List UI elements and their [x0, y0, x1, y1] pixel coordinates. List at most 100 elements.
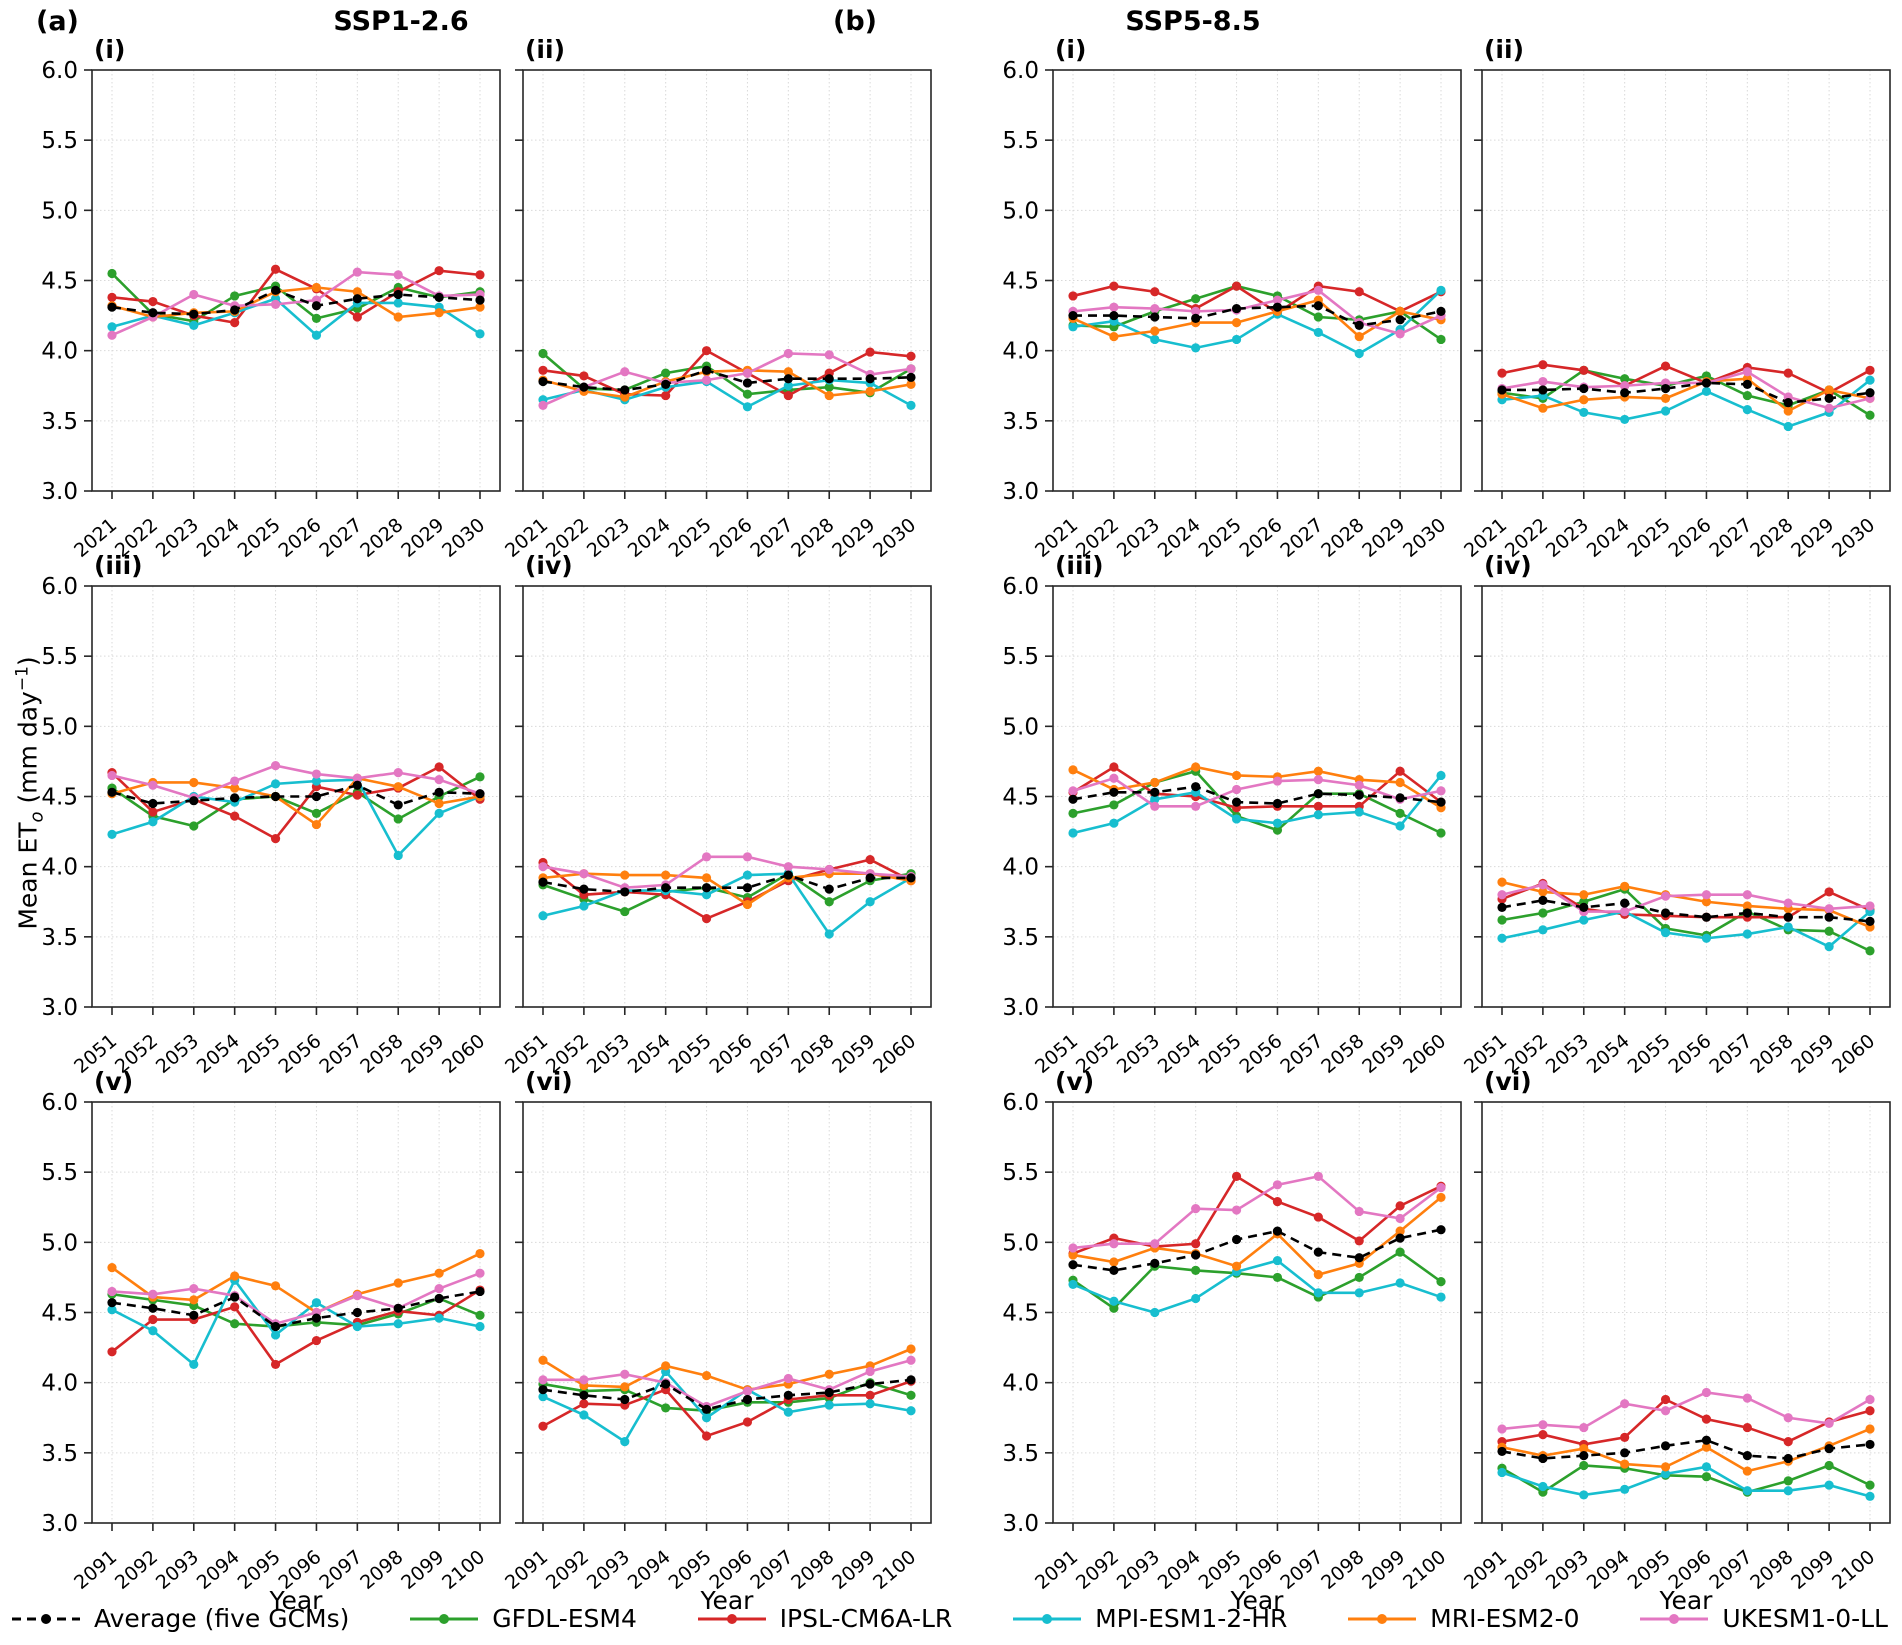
- series-marker-average: [148, 798, 158, 809]
- x-tick-label: 2091: [1031, 1546, 1082, 1594]
- series-marker-ipsl: [579, 1399, 589, 1409]
- series-marker-ukesm: [742, 368, 753, 378]
- series-line-ukesm: [1501, 1391, 1871, 1431]
- series-marker-average: [783, 1390, 793, 1400]
- x-tick-label: 2056: [274, 1030, 325, 1078]
- series-marker-average: [1150, 787, 1160, 797]
- x-tick-label: 2058: [1317, 1030, 1368, 1078]
- series-marker-average: [270, 791, 281, 802]
- series-marker-ipsl: [661, 390, 671, 401]
- series-marker-mri: [1354, 332, 1364, 342]
- series-marker-ukesm: [270, 299, 281, 309]
- series-marker-mpi: [1313, 327, 1323, 338]
- series-marker-average: [865, 374, 875, 384]
- column-title-ssp585: SSP5-8.5: [1125, 6, 1261, 37]
- series-marker-ipsl: [1109, 281, 1119, 291]
- series-marker-average: [475, 1286, 485, 1297]
- series-line-gfdl: [1501, 368, 1871, 417]
- series-line-average: [1501, 1438, 1871, 1460]
- series-marker-mri: [1231, 1261, 1242, 1271]
- series-line-average: [111, 1290, 481, 1328]
- series-marker-ukesm: [620, 367, 630, 377]
- x-tick-label: 2054: [1583, 1030, 1634, 1078]
- series-marker-mpi: [475, 1321, 485, 1332]
- x-tick-label: 2091: [70, 1546, 121, 1594]
- series-line-ipsl: [1501, 882, 1871, 919]
- series-marker-ukesm: [579, 1375, 589, 1385]
- series-marker-mpi: [1109, 818, 1119, 828]
- series-marker-average: [352, 780, 362, 790]
- series-marker-average: [230, 1292, 240, 1302]
- series-marker-mpi: [1354, 1288, 1364, 1298]
- series-marker-mpi: [311, 776, 322, 786]
- series-marker-gfdl: [1824, 1460, 1834, 1471]
- series-marker-ipsl: [230, 318, 240, 328]
- x-tick-label: 2058: [787, 1030, 838, 1078]
- series-marker-mri: [661, 870, 671, 880]
- series-marker-mpi: [1660, 1469, 1671, 1479]
- series-marker-mri: [620, 870, 630, 880]
- series-marker-mri: [620, 1382, 630, 1392]
- series-line-gfdl: [111, 1292, 481, 1328]
- legend-item-ipsl: IPSL-CM6A-LR: [696, 1604, 952, 1633]
- y-tick-label: 5.0: [41, 198, 78, 224]
- series-marker-ukesm: [1109, 1239, 1119, 1249]
- series-marker-mpi: [1313, 1288, 1323, 1298]
- panel-label: (ii): [1484, 35, 1524, 64]
- series-line-ipsl: [1072, 284, 1442, 315]
- series-marker-mri: [1068, 765, 1078, 775]
- series-marker-mri: [1109, 1257, 1119, 1267]
- series-marker-ukesm: [538, 862, 548, 872]
- series-marker-gfdl: [1579, 1460, 1589, 1471]
- x-tick-label: 2097: [315, 1546, 366, 1594]
- series-marker-average: [1660, 1441, 1671, 1451]
- x-tick-label: 2060: [1828, 1030, 1879, 1078]
- series-marker-mpi: [1497, 1467, 1507, 1478]
- series-marker-mpi: [1231, 814, 1242, 824]
- series-marker-average: [906, 372, 916, 382]
- x-tick-label: 2023: [583, 514, 634, 562]
- series-marker-ipsl: [434, 762, 444, 772]
- series-marker-mri: [189, 777, 199, 788]
- series-marker-gfdl: [661, 1403, 671, 1413]
- legend-swatch-ukesm: [1640, 1613, 1709, 1624]
- series-line-ukesm: [1501, 883, 1871, 913]
- series-marker-average: [865, 1379, 875, 1389]
- panel-a-vi: 2091209220932094209520962097209820992100…: [501, 1067, 932, 1594]
- series-line-mri: [1072, 298, 1442, 339]
- series-marker-mpi: [742, 870, 753, 880]
- legend-item-gfdl: GFDL-ESM4: [408, 1604, 637, 1633]
- series-marker-average: [620, 1394, 630, 1405]
- series-marker-average: [352, 294, 362, 304]
- series-marker-mpi: [1660, 928, 1671, 938]
- series-marker-ipsl: [701, 1431, 712, 1441]
- series-marker-average: [824, 374, 834, 384]
- series-line-mpi: [1072, 289, 1442, 355]
- x-axis-label-col3: Year: [1230, 1586, 1284, 1615]
- series-marker-ipsl: [742, 1417, 753, 1427]
- panel-b-ii: 2021202220232024202520262027202820292030…: [1460, 35, 1891, 562]
- series-marker-ukesm: [1497, 1424, 1507, 1434]
- series-marker-average: [1191, 782, 1201, 792]
- y-tick-label: 4.5: [41, 1301, 78, 1327]
- series-marker-mpi: [1354, 348, 1364, 359]
- series-marker-ukesm: [783, 348, 793, 359]
- series-marker-ukesm: [1231, 1205, 1242, 1215]
- series-marker-average: [1231, 797, 1242, 807]
- series-marker-mpi: [1150, 334, 1160, 345]
- x-tick-label: 2056: [1664, 1030, 1715, 1078]
- y-tick-label: 4.5: [41, 785, 78, 811]
- y-tick-label: 3.5: [1002, 1441, 1039, 1467]
- series-line-average: [542, 368, 912, 392]
- series-marker-ipsl: [1660, 361, 1671, 371]
- series-marker-ukesm: [742, 852, 753, 862]
- series-marker-average: [1109, 787, 1119, 797]
- y-tick-label: 3.0: [41, 1511, 78, 1537]
- x-tick-label: 2054: [193, 1030, 244, 1078]
- series-line-ipsl: [542, 349, 912, 398]
- series-marker-ipsl: [1497, 368, 1507, 378]
- series-marker-mpi: [824, 929, 834, 939]
- series-marker-mri: [1579, 890, 1589, 900]
- series-marker-mpi: [311, 1298, 322, 1308]
- series-marker-average: [1824, 393, 1834, 403]
